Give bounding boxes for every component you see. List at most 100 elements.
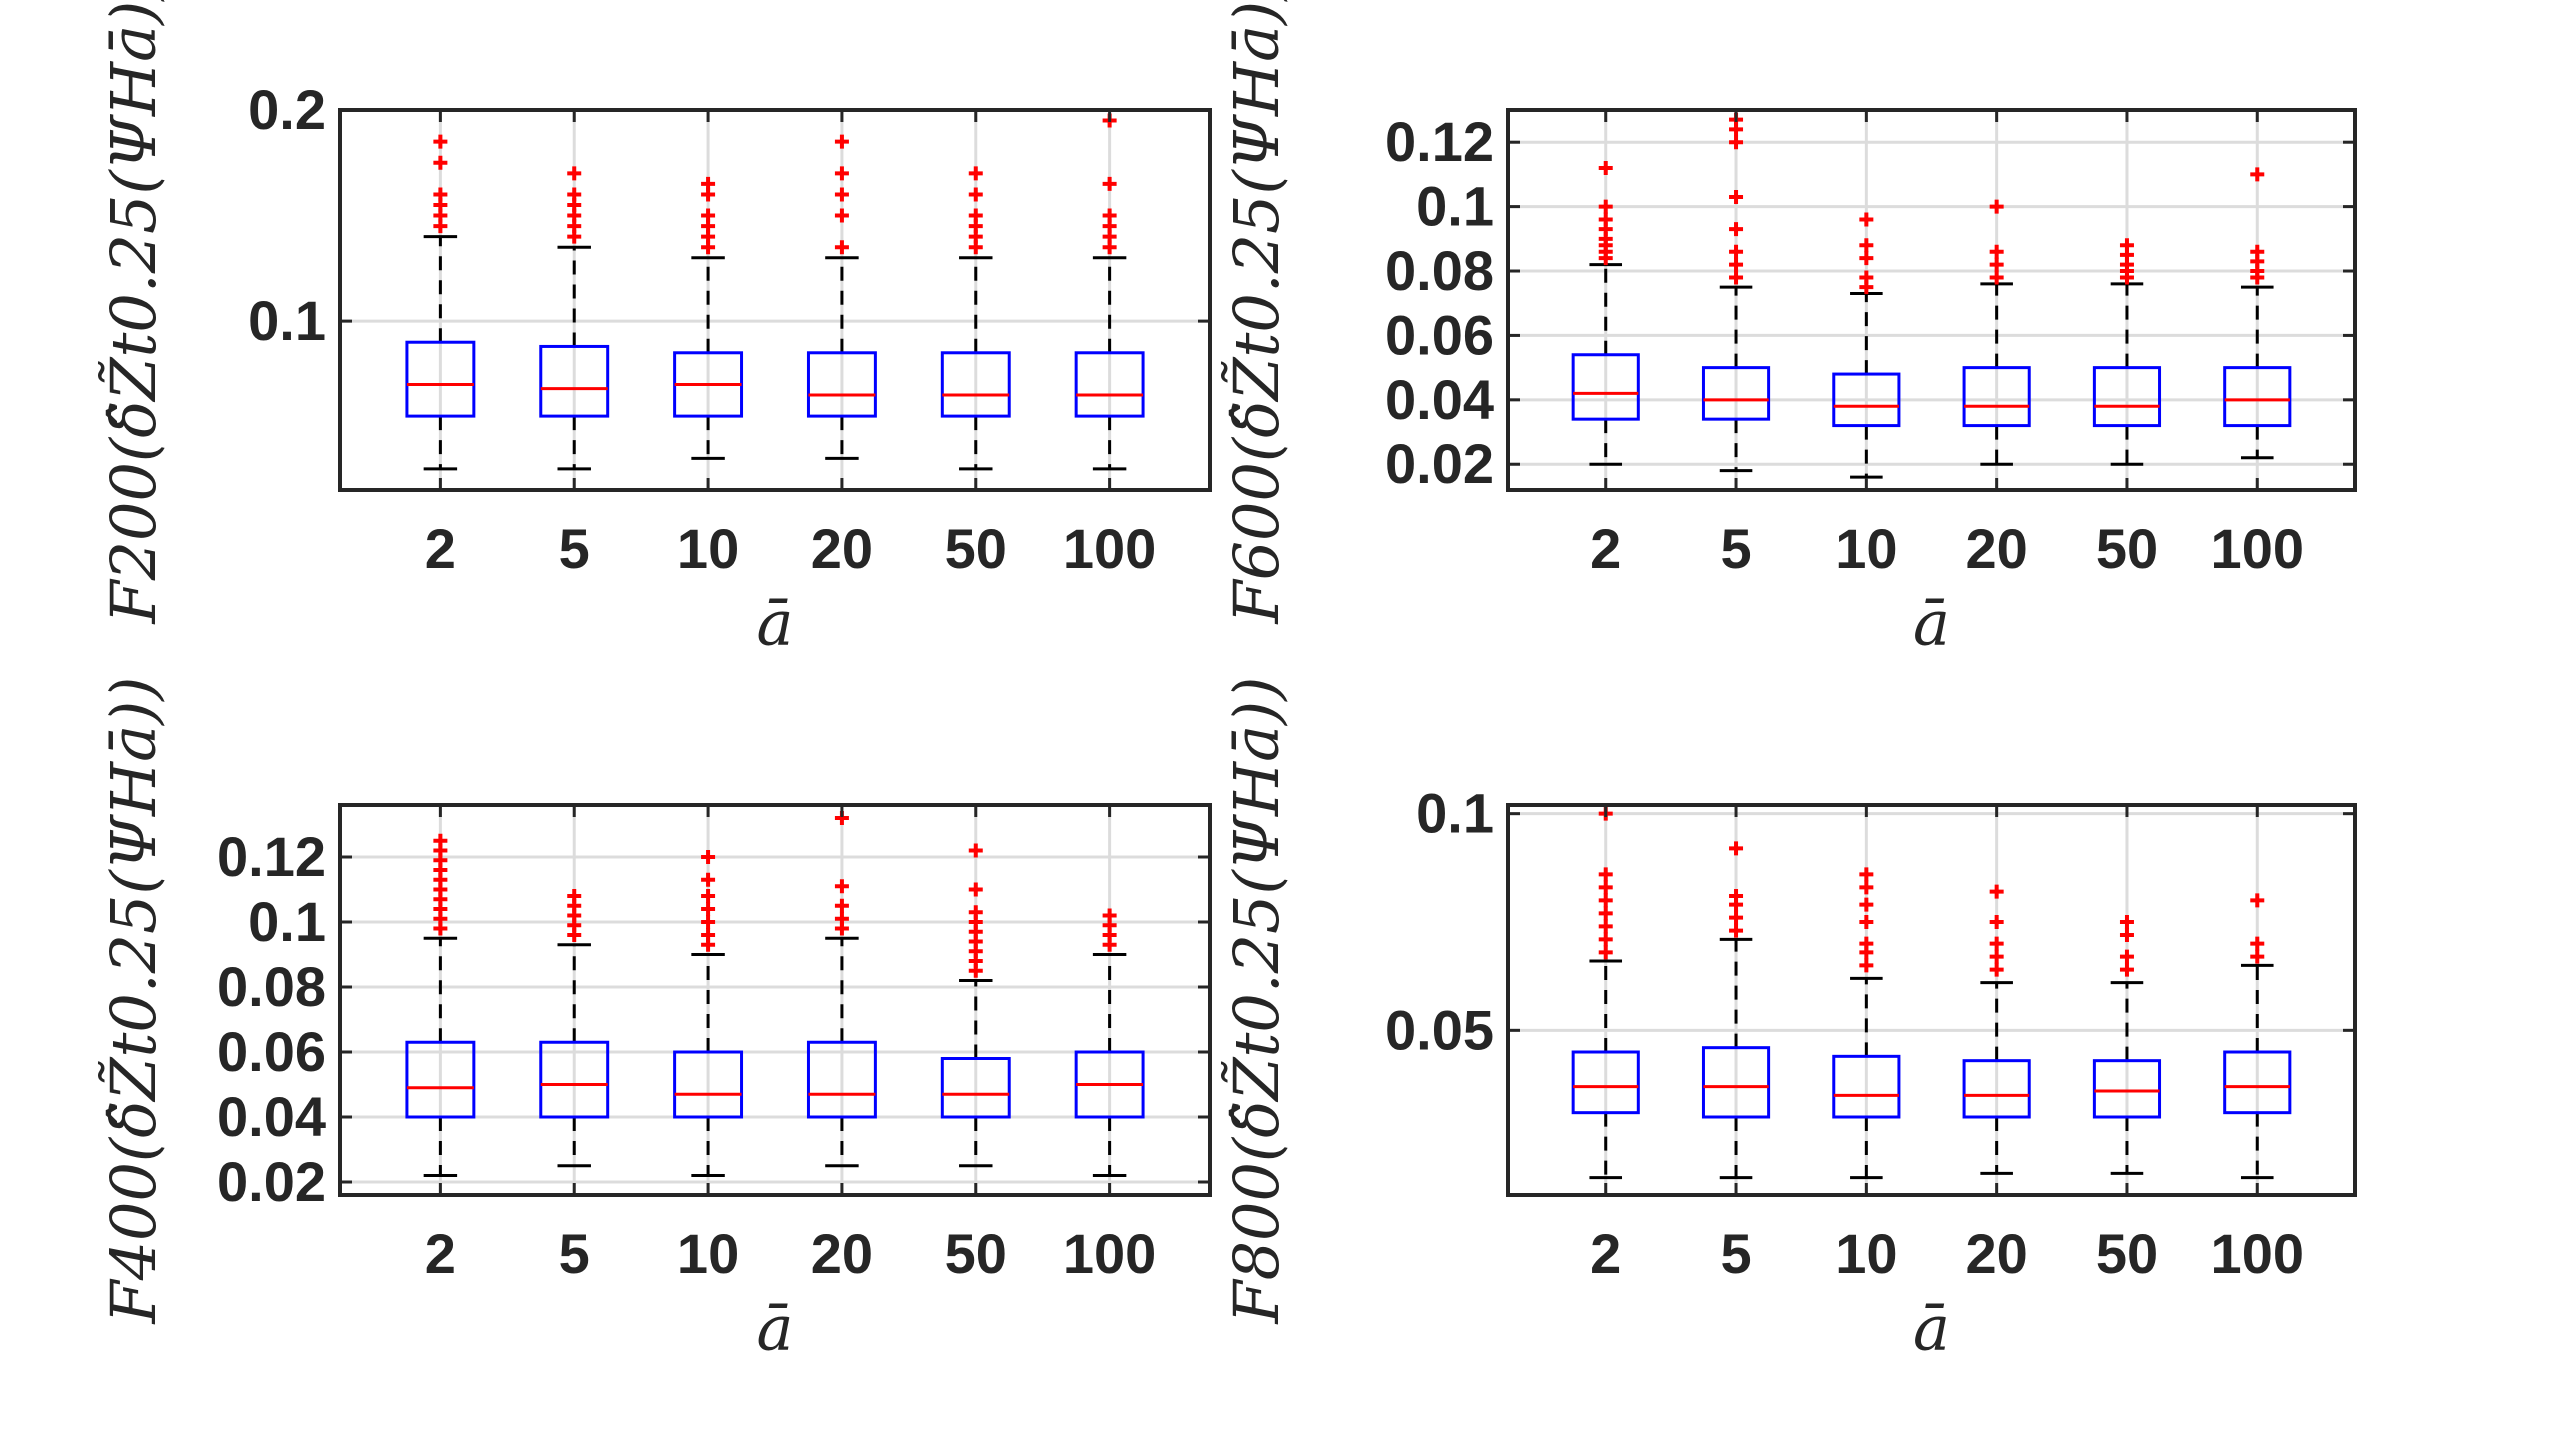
outlier-marker — [1989, 915, 2004, 929]
outlier-marker — [1729, 270, 1744, 285]
iqr-box — [1571, 353, 1640, 421]
outlier-marker — [433, 187, 448, 202]
outlier-marker — [1729, 923, 1744, 938]
outlier-marker — [1729, 244, 1744, 259]
box-2 — [405, 134, 476, 471]
axes-frame — [338, 803, 1212, 1197]
x-tick-label: 20 — [811, 517, 873, 580]
outlier-marker — [1859, 915, 1874, 929]
box-100 — [1074, 908, 1145, 1177]
iqr-box — [806, 1040, 877, 1119]
outlier-marker — [1989, 257, 2004, 272]
y-axis-label: F600(δ̂Z̃t0.25(ΨHā)) — [1220, 0, 1293, 624]
iqr-box — [2092, 1059, 2162, 1119]
x-tick-label: 5 — [559, 1222, 590, 1285]
outlier-marker — [1598, 932, 1613, 947]
outlier-marker — [701, 176, 716, 191]
axes-frame — [1506, 803, 2357, 1197]
outlier-marker — [1989, 962, 2004, 977]
box-plot-panel-4: 0.05 0.1 2 5 10 20 50 100 ā F800(δ̂Z̃t0.25(ΨHā)) — [1220, 677, 2357, 1365]
outlier-marker — [2250, 949, 2265, 964]
outlier-marker — [834, 187, 849, 202]
box-10 — [673, 176, 744, 460]
outlier-marker — [1102, 908, 1117, 923]
y-tick-label: 0.06 — [1385, 303, 1494, 366]
outlier-marker — [567, 187, 582, 202]
axes-frame — [338, 108, 1212, 492]
x-tick-label: 10 — [1835, 517, 1897, 580]
box-5 — [539, 166, 610, 471]
x-tick-label: 20 — [1966, 1222, 2028, 1285]
iqr-box — [405, 1040, 476, 1119]
outlier-marker — [1859, 958, 1874, 973]
outlier-marker — [834, 911, 849, 926]
x-tick-label: 2 — [1590, 517, 1621, 580]
y-tick-label: 0.04 — [217, 1085, 326, 1148]
outlier-marker — [433, 155, 448, 170]
outlier-marker — [834, 898, 849, 913]
x-tick-label: 10 — [677, 517, 739, 580]
outlier-marker — [968, 843, 983, 858]
iqr-box — [940, 351, 1011, 418]
y-axis-label: F800(δ̂Z̃t0.25(ΨHā)) — [1220, 677, 1293, 1325]
outlier-marker — [2119, 238, 2134, 253]
y-tick-label: 0.05 — [1385, 998, 1494, 1061]
outlier-marker — [2250, 936, 2265, 951]
x-axis-label: ā — [1913, 587, 1950, 660]
x-axis-label: ā — [757, 587, 794, 660]
y-tick-label: 0.06 — [217, 1020, 326, 1083]
outlier-marker — [433, 833, 448, 848]
iqr-box — [1571, 1050, 1640, 1115]
iqr-box — [405, 340, 476, 418]
x-tick-label: 100 — [1063, 1222, 1156, 1285]
y-tick-label: 0.1 — [248, 890, 326, 953]
y-tick-label: 0.1 — [1416, 782, 1494, 845]
outlier-marker — [834, 879, 849, 894]
outlier-marker — [1598, 880, 1613, 895]
outlier-marker — [834, 166, 849, 181]
x-tick-label: 2 — [425, 517, 456, 580]
iqr-box — [539, 344, 610, 418]
outlier-marker — [1859, 880, 1874, 895]
x-tick-label: 10 — [1835, 1222, 1897, 1285]
outlier-marker — [968, 905, 983, 920]
box-10 — [1832, 212, 1901, 479]
x-tick-label: 20 — [811, 1222, 873, 1285]
box-20 — [1962, 884, 2031, 1175]
outlier-marker — [1598, 160, 1613, 175]
outlier-marker — [2119, 949, 2134, 964]
x-tick-label: 50 — [2096, 517, 2158, 580]
iqr-box — [2223, 1050, 2292, 1115]
x-tick-label: 5 — [1720, 1222, 1751, 1285]
outlier-marker — [1729, 889, 1744, 903]
iqr-box — [1962, 366, 2031, 428]
iqr-box — [1962, 1059, 2031, 1119]
outlier-marker — [701, 928, 716, 942]
outlier-marker — [968, 166, 983, 181]
box-5 — [1701, 112, 1771, 473]
outlier-marker — [567, 889, 582, 903]
y-tick-label: 0.2 — [248, 78, 326, 141]
outlier-marker — [1598, 199, 1613, 214]
iqr-box — [1832, 372, 1901, 428]
iqr-box — [1701, 1046, 1771, 1119]
box-50 — [940, 166, 1011, 471]
outlier-marker — [1598, 893, 1613, 908]
box-2 — [1571, 806, 1640, 1180]
box-2 — [405, 833, 476, 1177]
outlier-marker — [2119, 928, 2134, 942]
outlier-marker — [1729, 222, 1744, 237]
outlier-marker — [701, 872, 716, 887]
outlier-marker — [1859, 897, 1874, 912]
outlier-marker — [1989, 270, 2004, 285]
iqr-box — [673, 1050, 744, 1119]
y-tick-label: 0.02 — [1385, 432, 1494, 495]
iqr-box — [1701, 366, 1771, 421]
outlier-marker — [2119, 962, 2134, 977]
iqr-box — [539, 1040, 610, 1119]
outlier-marker — [1598, 212, 1613, 227]
outlier-marker — [701, 850, 716, 864]
outlier-marker — [1989, 884, 2004, 899]
outlier-marker — [1859, 270, 1874, 285]
